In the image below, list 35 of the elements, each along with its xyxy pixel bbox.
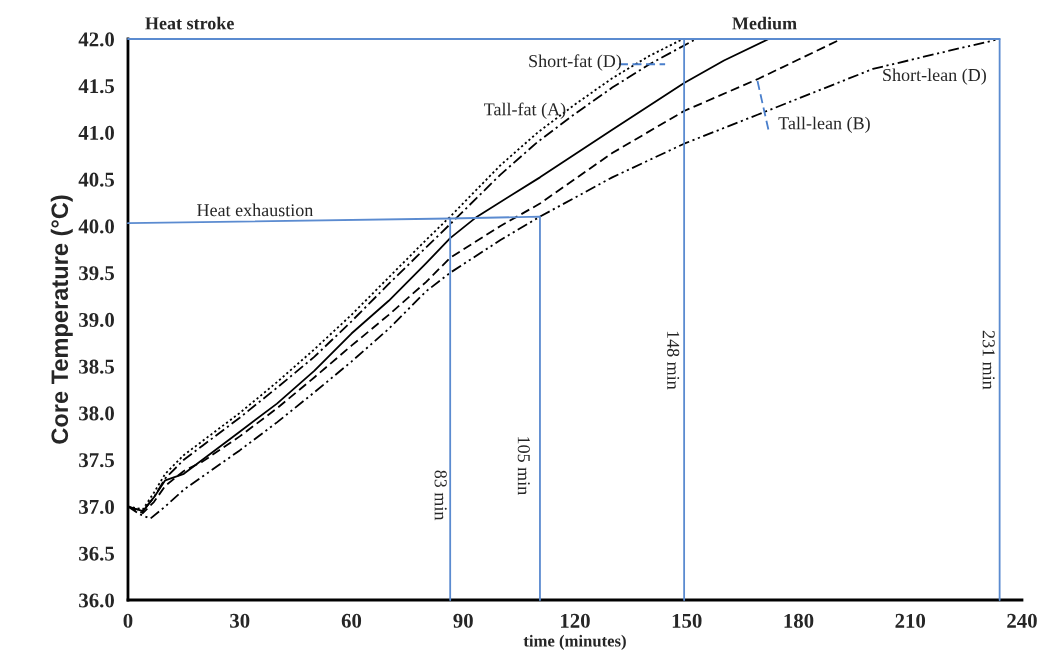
- x-tick-label: 60: [341, 613, 362, 628]
- annotation: Short-lean (D): [883, 68, 986, 85]
- x-axis-title: time (minutes): [523, 634, 626, 650]
- x-tick-label: 0: [123, 613, 133, 628]
- y-axis-title: Core Temperature (°C): [50, 195, 73, 444]
- x-tick-label: 240: [1007, 613, 1037, 628]
- y-tick-label: 42.0: [78, 32, 114, 47]
- y-tick-label: 39.5: [79, 266, 115, 281]
- y-tick-label: 41.5: [78, 79, 115, 94]
- x-tick-label: 180: [784, 613, 814, 628]
- y-tick-label: 36.5: [79, 546, 115, 561]
- y-tick-label: 38.5: [79, 359, 115, 374]
- x-tick-label: 150: [672, 613, 702, 628]
- annotation: Tall-lean (B): [778, 116, 870, 134]
- y-tick-label: 40.5: [78, 172, 115, 187]
- x-tick-label: 120: [561, 613, 590, 628]
- y-tick-label: 41.0: [78, 125, 114, 141]
- x-tick-label: 30: [230, 613, 250, 628]
- x-tick-label: 210: [895, 613, 926, 628]
- y-tick-label: 37.0: [79, 499, 114, 515]
- ref-line-label: 148 min: [667, 331, 680, 390]
- annotation: Heat exhaustion: [197, 203, 314, 217]
- annotation: 105 min: [517, 437, 530, 495]
- ref-line-label: 231 min: [982, 330, 995, 390]
- y-tick-label: 38.0: [79, 406, 114, 421]
- annotation: Tall-fat (A): [484, 102, 566, 120]
- y-tick-label: 40.0: [78, 219, 114, 234]
- annotation: 83 min: [434, 470, 447, 521]
- x-tick-label: 90: [453, 613, 473, 628]
- text: Heat stroke: [145, 16, 234, 30]
- y-tick-label: 39.0: [79, 312, 114, 328]
- text: Medium: [732, 16, 797, 30]
- y-tick-label: 37.5: [79, 453, 115, 468]
- annotation: Short-fat (D): [529, 54, 622, 71]
- y-tick-label: 36.0: [79, 593, 114, 608]
